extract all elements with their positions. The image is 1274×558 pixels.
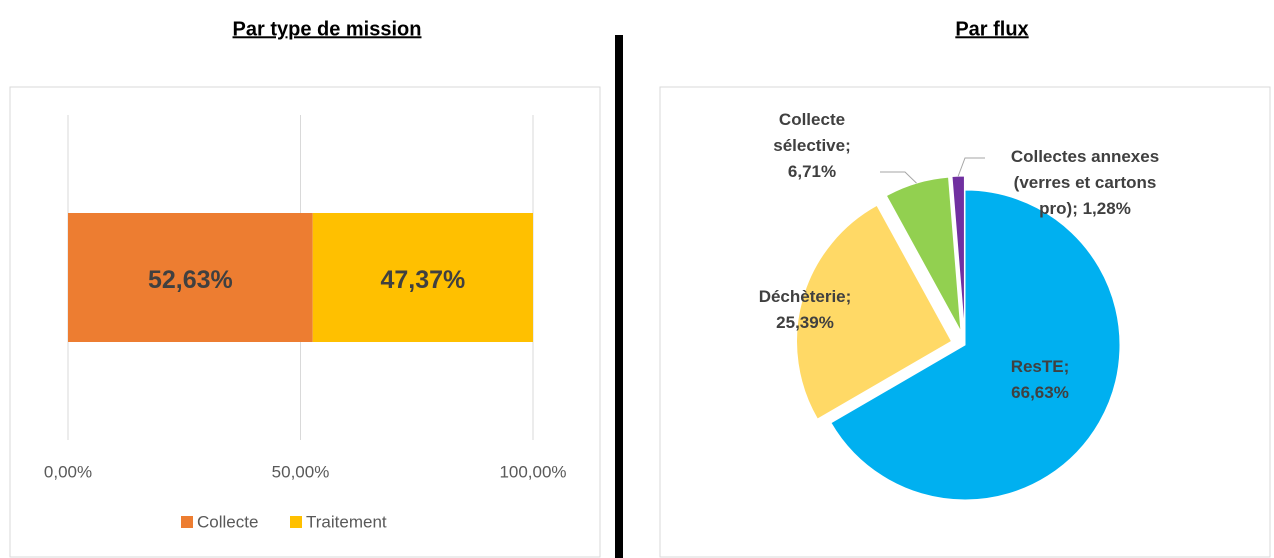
- leader-line: [957, 157, 985, 177]
- pie-slice: [885, 176, 962, 332]
- legend-label: Traitement: [306, 512, 387, 531]
- data-label: Déchèterie; 25,39%: [759, 287, 852, 332]
- legend-swatch: [181, 516, 193, 528]
- bar-segment: [312, 213, 533, 342]
- bar-segment: [68, 213, 313, 342]
- data-label: ResTE; 66,63%: [1011, 357, 1070, 402]
- data-label-line: 25,39%: [776, 313, 834, 332]
- chart-title: Par flux: [955, 18, 1028, 40]
- data-label: 47,37%: [380, 266, 465, 294]
- leader-line: [880, 171, 917, 184]
- x-tick-label: 100,00%: [499, 462, 566, 481]
- x-tick-label: 0,00%: [44, 462, 92, 481]
- data-label: 52,63%: [148, 266, 233, 294]
- pie-slice: [796, 204, 953, 420]
- chart-title: Par type de mission: [233, 18, 422, 40]
- data-label-line: (verres et cartons: [1014, 173, 1157, 192]
- data-label-line: ResTE;: [1011, 357, 1070, 376]
- data-label-line: pro); 1,28%: [1039, 199, 1131, 218]
- legend-label: Collecte: [197, 512, 258, 531]
- legend-swatch: [290, 516, 302, 528]
- data-label-line: sélective;: [773, 136, 851, 155]
- data-label: Collectes annexes (verres et cartons pro);…: [1011, 147, 1159, 218]
- pie-slice: [830, 189, 1121, 501]
- data-label-line: Déchèterie;: [759, 287, 852, 306]
- data-label-line: 66,63%: [1011, 383, 1069, 402]
- data-label-line: 6,71%: [788, 162, 836, 181]
- data-label-line: Collectes annexes: [1011, 147, 1159, 166]
- x-tick-label: 50,00%: [272, 462, 330, 481]
- divider: [615, 35, 623, 558]
- data-label-line: Collecte: [779, 110, 845, 129]
- data-label: Collecte sélective; 6,71%: [773, 110, 851, 181]
